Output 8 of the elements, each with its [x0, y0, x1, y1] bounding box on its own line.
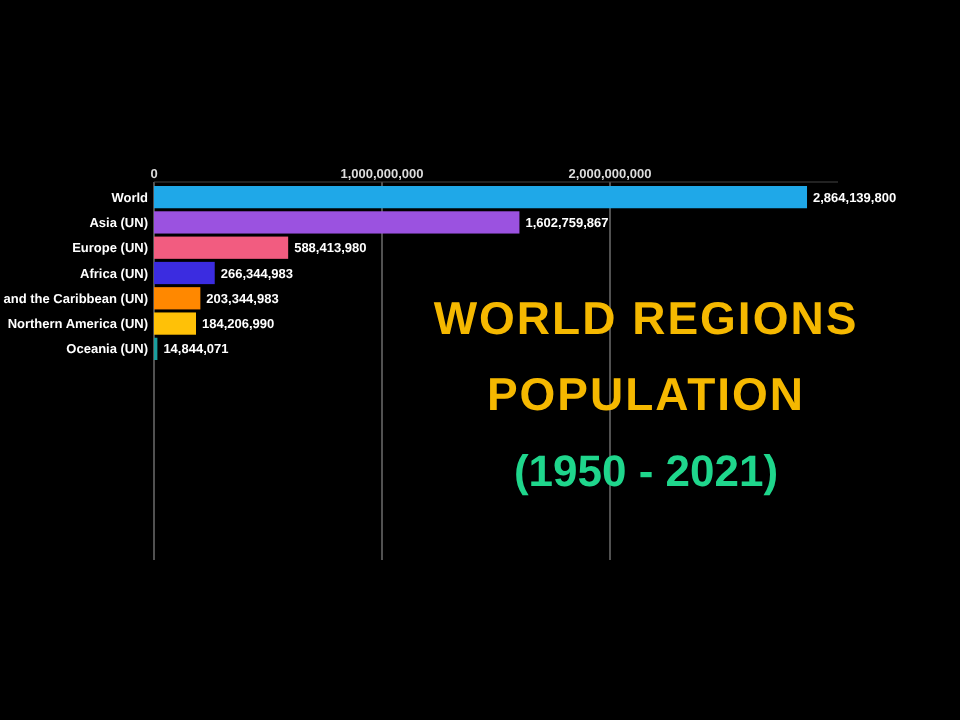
bar [154, 312, 196, 335]
bar [154, 236, 289, 259]
bar [154, 211, 520, 234]
text: WORLD REGIONS POPULATION [433, 292, 859, 420]
bar [154, 261, 215, 285]
bar [154, 186, 808, 209]
bar [154, 287, 201, 310]
text: (1950 - 2021) [513, 446, 779, 496]
